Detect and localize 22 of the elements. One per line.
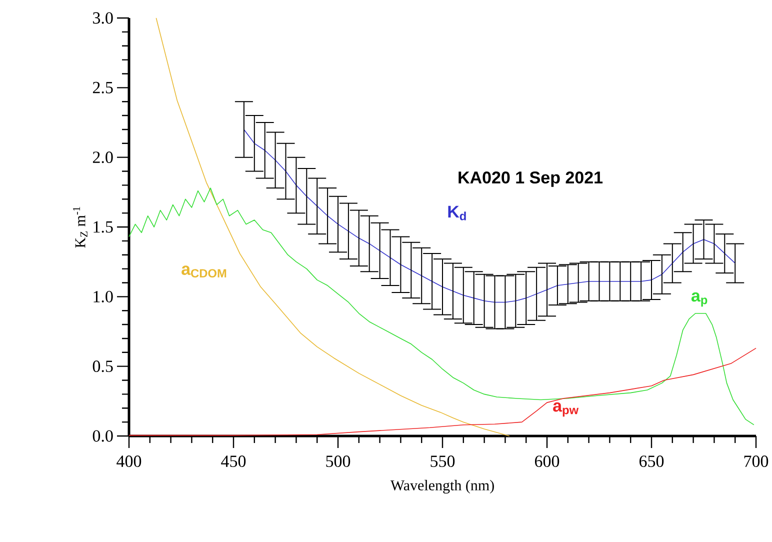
text: KA020 1 Sep 2021 [458,172,603,187]
line-series [156,18,510,436]
y-tick-label: 2.5 [92,82,113,94]
y-tick-label: 0.5 [92,360,113,372]
y-axis-title: K$_{Z}$ m$^{-1}$ [73,206,88,248]
y-tick-label: 1.5 [94,221,113,233]
x-axis-title: Wavelength (nm) [390,480,494,494]
series-label: a$_{p}$ [691,292,708,307]
x-tick-label: 450 [221,456,246,468]
x-tick-label: 500 [326,456,350,468]
x-tick-label: 650 [639,456,664,468]
y-tick-label: 3.0 [93,12,113,24]
x-tick-label: 550 [430,456,455,468]
y-tick-label: 2.0 [92,152,113,164]
y-tick-label: 0.0 [92,430,113,442]
series-label: a$_{CDOM}$ [182,266,226,278]
x-tick-label: 700 [744,456,768,468]
x-tick-label: 400 [116,456,142,468]
x-tick-label: 600 [534,456,560,468]
text: K$_{d}$ [448,206,466,220]
series-label: a$_{pw}$ [553,402,579,417]
y-tick-label: 1.0 [94,290,113,302]
